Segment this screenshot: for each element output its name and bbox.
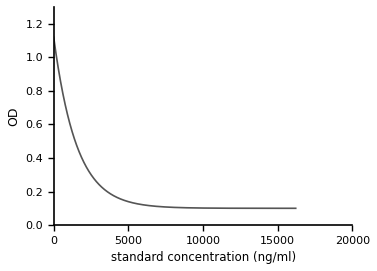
- X-axis label: standard concentration (ng/ml): standard concentration (ng/ml): [110, 251, 296, 264]
- Y-axis label: OD: OD: [7, 106, 20, 126]
